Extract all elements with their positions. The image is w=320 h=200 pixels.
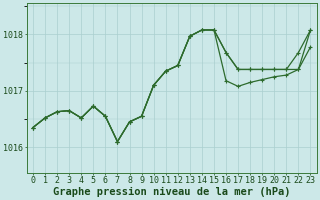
X-axis label: Graphe pression niveau de la mer (hPa): Graphe pression niveau de la mer (hPa): [53, 186, 291, 197]
